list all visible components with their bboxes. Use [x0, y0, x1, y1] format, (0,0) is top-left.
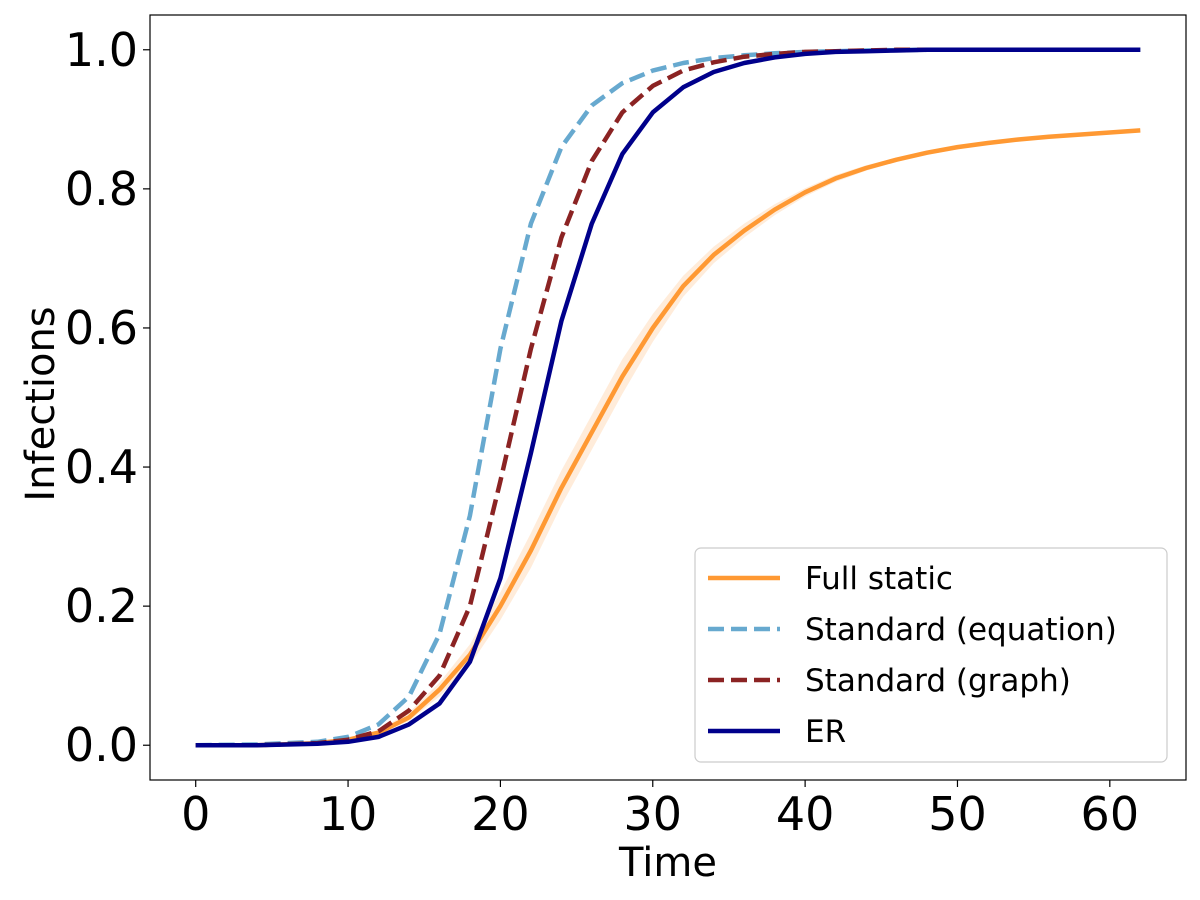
series-line-0	[195, 128, 1141, 748]
plot-frame	[149, 14, 1187, 781]
series-line-3	[195, 47, 1141, 748]
y-tick-label-4: 0.8	[65, 162, 138, 216]
x-tick-label-0: 0	[181, 787, 210, 841]
y-tick-label-1: 0.2	[65, 579, 138, 633]
y-tick-label-0: 0.0	[65, 718, 138, 772]
legend-label-3: ER	[805, 714, 846, 750]
x-axis: 0 10 20 30 40 50 60	[181, 780, 1139, 841]
x-tick-label-1: 10	[319, 787, 378, 841]
x-axis-title: Time	[618, 840, 717, 886]
series-line-1	[195, 47, 1141, 748]
y-tick-label-2: 0.4	[65, 440, 138, 494]
series-lines	[195, 47, 1141, 748]
x-tick-label-6: 60	[1081, 787, 1140, 841]
y-tick-label-3: 0.6	[65, 301, 138, 355]
legend-label-0: Full static	[805, 561, 953, 597]
y-axis-title: Infections	[18, 306, 64, 501]
x-tick-label-3: 30	[623, 787, 682, 841]
x-tick-label-5: 50	[928, 787, 987, 841]
legend: Full static Standard (equation) Standard (…	[694, 547, 1168, 763]
y-tick-label-5: 1.0	[65, 23, 138, 77]
legend-label-2: Standard (graph)	[805, 663, 1071, 699]
x-tick-label-4: 40	[776, 787, 835, 841]
legend-label-1: Standard (equation)	[805, 612, 1117, 648]
legend-box	[694, 547, 1168, 763]
x-tick-label-2: 20	[471, 787, 530, 841]
y-axis: 0.0 0.2 0.4 0.6 0.8 1.0	[65, 23, 150, 772]
